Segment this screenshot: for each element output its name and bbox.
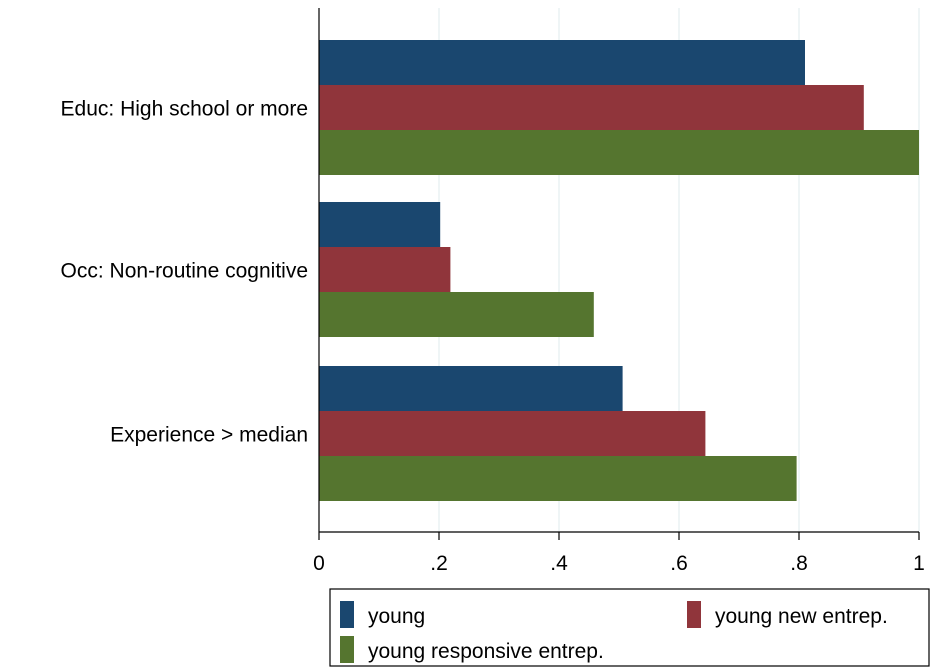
x-tick-label: .4	[550, 552, 568, 575]
bar-young-responsive-entrep-	[319, 292, 594, 337]
legend: young young new entrep. young responsive e…	[329, 588, 930, 667]
bar-young-responsive-entrep-	[319, 130, 919, 175]
category-label: Experience > median	[110, 424, 308, 447]
bar-young	[319, 202, 441, 247]
category-label: Educ: High school or more	[61, 98, 308, 121]
x-tick-label: .2	[430, 552, 448, 575]
legend-label: young responsive entrep.	[368, 640, 604, 663]
x-tick-label: .8	[790, 552, 808, 575]
category-label: Occ: Non-routine cognitive	[61, 260, 308, 283]
category-labels: Educ: High school or more Occ: Non-routin…	[61, 98, 308, 447]
x-tick-label: 0	[313, 552, 325, 575]
x-tick-labels: 0 .2 .4 .6 .8 1	[313, 532, 925, 575]
bars	[319, 40, 919, 501]
legend-swatch	[340, 601, 354, 628]
bar-young-new-entrep-	[319, 247, 451, 292]
bar-young-new-entrep-	[319, 85, 864, 130]
axes	[318, 8, 919, 533]
legend-label: young new entrep.	[715, 605, 888, 628]
bar-young-new-entrep-	[319, 411, 706, 456]
x-tick-label: .6	[670, 552, 688, 575]
legend-label: young	[368, 605, 425, 628]
x-tick-label: 1	[913, 552, 925, 575]
bar-young	[319, 40, 805, 85]
bar-young-responsive-entrep-	[319, 456, 797, 501]
legend-box	[329, 588, 930, 667]
legend-swatch	[687, 601, 701, 628]
bar-young	[319, 366, 623, 411]
legend-swatch	[340, 636, 354, 663]
